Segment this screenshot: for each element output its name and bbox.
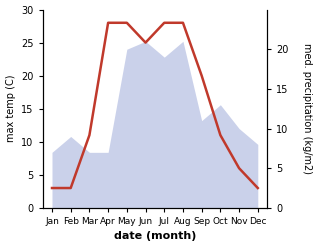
X-axis label: date (month): date (month) (114, 231, 196, 242)
Y-axis label: max temp (C): max temp (C) (5, 75, 16, 143)
Y-axis label: med. precipitation (kg/m2): med. precipitation (kg/m2) (302, 43, 313, 174)
